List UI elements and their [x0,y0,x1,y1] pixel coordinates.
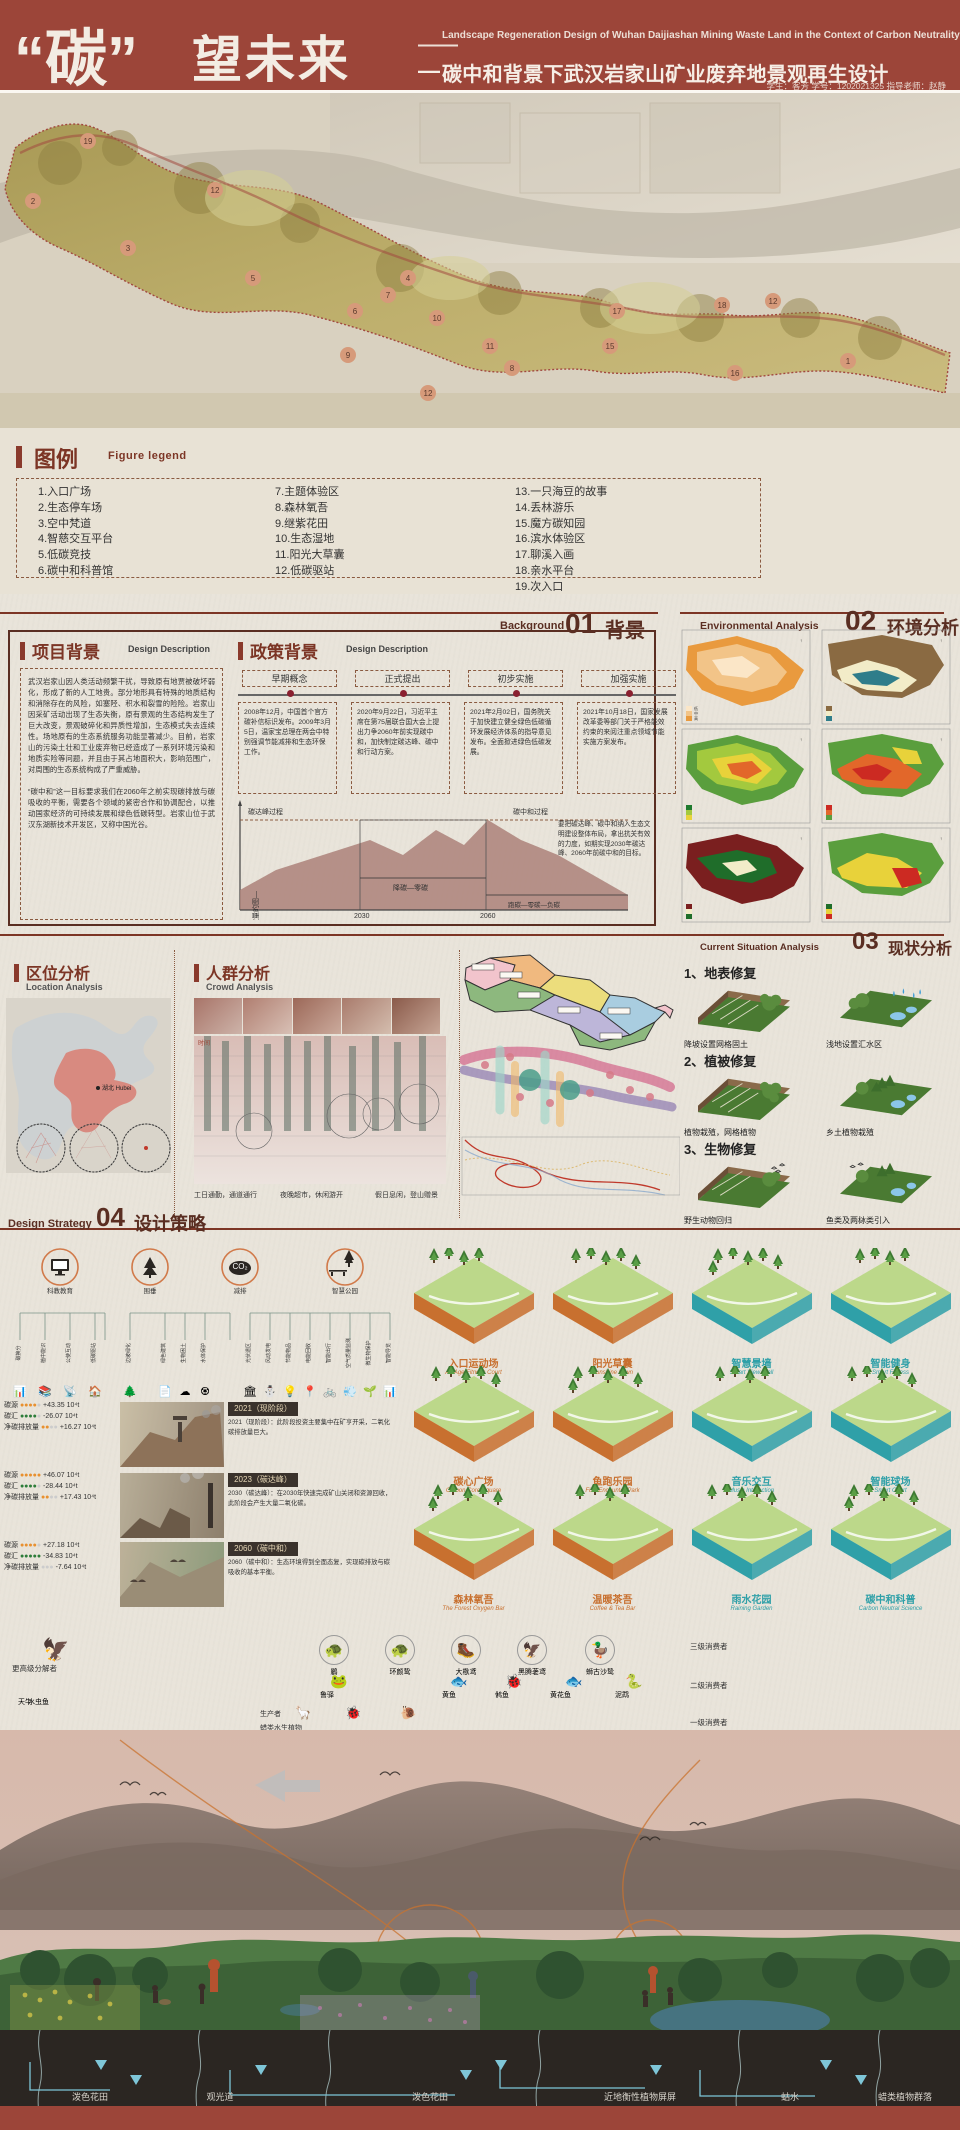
svg-text:📡: 📡 [63,1384,77,1398]
svg-text:🏠: 🏠 [88,1385,102,1398]
svg-text:1: 1 [846,357,851,366]
svg-text:4: 4 [406,274,411,283]
svg-text:碳中和过程: 碳中和过程 [513,807,548,816]
svg-text:📊: 📊 [13,1385,27,1398]
svg-text:跑碳—零碳—负碳: 跑碳—零碳—负碳 [508,900,561,909]
svg-text:泼色花田: 泼色花田 [72,2091,108,2102]
svg-text:6: 6 [353,307,358,316]
svg-text:5: 5 [251,274,256,283]
svg-text:碳换分: 碳换分 [15,1345,22,1360]
svg-text:减排: 减排 [234,1286,248,1295]
svg-text:生物困土: 生物困土 [180,1343,187,1363]
svg-text:植中能识: 植中能识 [40,1343,47,1363]
svg-text:湖北 Hubei: 湖北 Hubei [102,1084,131,1092]
svg-text:15: 15 [606,342,615,351]
svg-text:绿色建筑: 绿色建筑 [160,1343,167,1363]
svg-text:↑: ↑ [800,638,802,643]
svg-text:3: 3 [126,244,131,253]
svg-text:12: 12 [424,389,433,398]
svg-text:↑: ↑ [940,638,942,643]
svg-text:🌲: 🌲 [123,1385,137,1398]
svg-text:12: 12 [211,186,220,195]
svg-text:16: 16 [731,369,740,378]
svg-text:边坡绿化: 边坡绿化 [125,1343,132,1363]
svg-text:光伏遗区: 光伏遗区 [245,1343,252,1363]
svg-text:12: 12 [769,297,778,306]
svg-text:节能物品: 节能物品 [285,1343,292,1363]
svg-text:19: 19 [84,137,93,146]
svg-text:7: 7 [386,291,391,300]
svg-text:💡: 💡 [283,1385,297,1398]
svg-text:观光道: 观光道 [206,2091,233,2102]
svg-text:低碳驱站: 低碳驱站 [90,1343,97,1363]
svg-text:蜡类植物群落: 蜡类植物群落 [878,2091,932,2102]
svg-text:公使互动: 公使互动 [65,1343,72,1363]
svg-text:↑: ↑ [800,836,802,841]
svg-text:8: 8 [510,364,515,373]
svg-text:📄: 📄 [158,1385,172,1398]
svg-text:电能回收: 电能回收 [305,1343,312,1363]
svg-text:🏛: 🏛 [243,1385,257,1398]
svg-text:17: 17 [613,307,622,316]
svg-text:2: 2 [31,197,36,206]
svg-text:2030: 2030 [354,913,370,920]
svg-text:智能导览: 智能导览 [385,1343,392,1363]
svg-text:↑: ↑ [940,737,942,742]
svg-text:10: 10 [433,314,442,323]
svg-text:智能出行: 智能出行 [325,1343,332,1363]
svg-text:💨: 💨 [343,1385,357,1398]
svg-text:📍: 📍 [303,1385,317,1398]
svg-text:风动发电: 风动发电 [265,1343,272,1363]
svg-text:11: 11 [486,342,495,351]
svg-text:智慧公园: 智慧公园 [332,1286,358,1295]
svg-text:近地衡性植物屏屏: 近地衡性植物屏屏 [604,2091,676,2102]
svg-text:☁: ☁ [180,1386,191,1398]
svg-text:泼色花田: 泼色花田 [412,2091,448,2102]
svg-text:🌱: 🌱 [363,1385,377,1398]
svg-text:高: 高 [694,715,698,721]
svg-text:📊: 📊 [383,1385,397,1398]
svg-text:蛄水: 蛄水 [781,2091,799,2102]
svg-text:🚲: 🚲 [323,1386,337,1398]
svg-text:科教教育: 科教教育 [47,1286,74,1295]
svg-text:碳达峰过程: 碳达峰过程 [248,807,283,816]
svg-text:2060: 2060 [480,913,496,920]
svg-text:微生物保护: 微生物保护 [365,1340,372,1365]
svg-text:♼: ♼ [200,1386,210,1398]
svg-text:9: 9 [346,351,351,360]
svg-text:↑: ↑ [800,737,802,742]
svg-text:碳排放量的图—: 碳排放量的图— [251,891,260,920]
svg-text:CO₂: CO₂ [232,1262,247,1271]
svg-text:18: 18 [718,301,727,310]
svg-text:空气质量监测: 空气质量监测 [345,1338,352,1368]
svg-text:⛄: ⛄ [263,1385,277,1398]
svg-text:降碳—零碳: 降碳—零碳 [393,883,428,892]
svg-text:水体保护: 水体保护 [200,1343,207,1363]
svg-text:↑: ↑ [940,836,942,841]
svg-text:📚: 📚 [38,1385,52,1398]
svg-text:围垂: 围垂 [144,1286,158,1295]
